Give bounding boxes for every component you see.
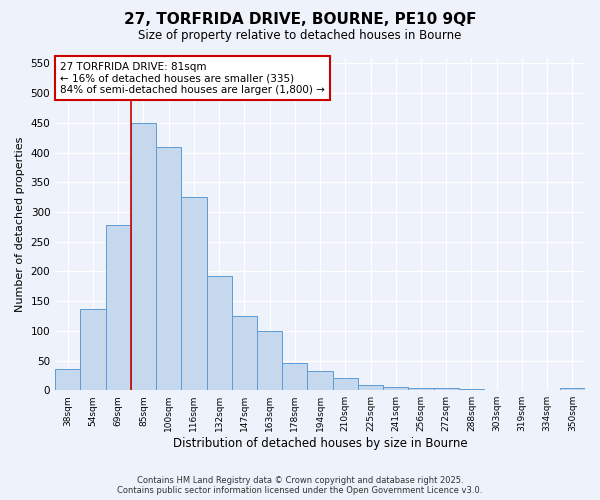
- Text: 27 TORFRIDA DRIVE: 81sqm
← 16% of detached houses are smaller (335)
84% of semi-: 27 TORFRIDA DRIVE: 81sqm ← 16% of detach…: [60, 62, 325, 95]
- X-axis label: Distribution of detached houses by size in Bourne: Distribution of detached houses by size …: [173, 437, 467, 450]
- Bar: [206, 276, 232, 390]
- Bar: [307, 371, 332, 390]
- Bar: [409, 388, 434, 390]
- Bar: [232, 316, 257, 390]
- Bar: [131, 123, 156, 390]
- Bar: [459, 389, 484, 390]
- Bar: [106, 225, 131, 390]
- Bar: [560, 388, 585, 390]
- Text: 27, TORFRIDA DRIVE, BOURNE, PE10 9QF: 27, TORFRIDA DRIVE, BOURNE, PE10 9QF: [124, 12, 476, 28]
- Bar: [434, 388, 459, 390]
- Bar: [257, 331, 282, 390]
- Y-axis label: Number of detached properties: Number of detached properties: [15, 136, 25, 312]
- Bar: [358, 386, 383, 390]
- Bar: [55, 370, 80, 390]
- Bar: [282, 363, 307, 390]
- Bar: [332, 378, 358, 390]
- Bar: [383, 387, 409, 390]
- Bar: [181, 197, 206, 390]
- Bar: [156, 146, 181, 390]
- Bar: [80, 309, 106, 390]
- Text: Contains HM Land Registry data © Crown copyright and database right 2025.
Contai: Contains HM Land Registry data © Crown c…: [118, 476, 482, 495]
- Text: Size of property relative to detached houses in Bourne: Size of property relative to detached ho…: [139, 29, 461, 42]
